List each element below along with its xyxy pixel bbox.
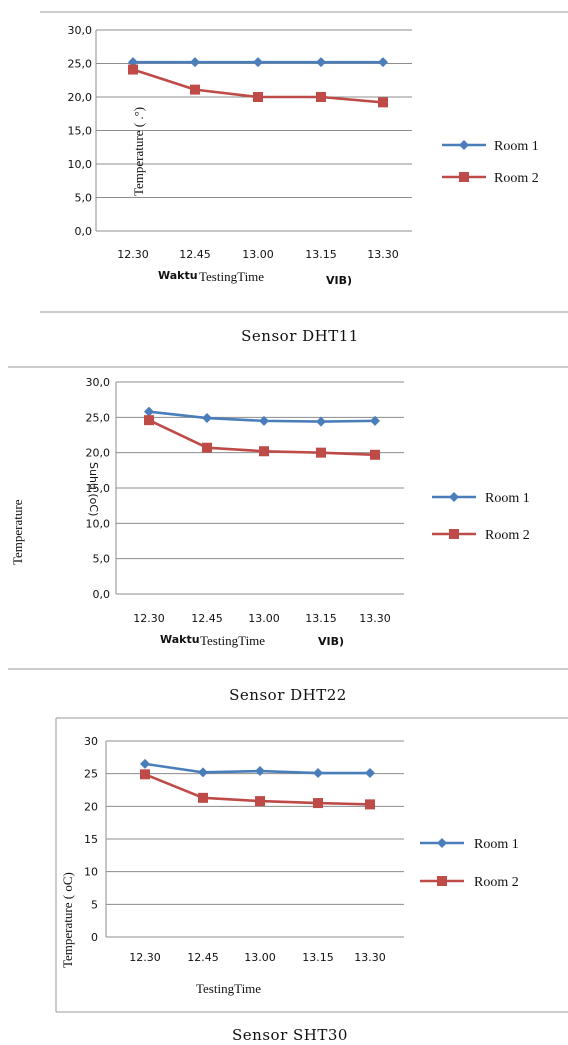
series-point-2 [259,446,269,457]
legend-marker [449,492,459,502]
legend-marker [449,529,459,539]
series-point-2 [253,92,263,102]
x-tick-label: 13.00 [248,612,280,625]
y-tick-label: 25,0 [86,411,111,424]
series-point-2 [140,769,150,780]
x-tick-label: 13.30 [354,951,386,964]
series-point-1 [316,416,326,427]
legend-label: Room 2 [474,875,519,890]
chart-sht30: 0 5 10 15 20 25 30 12.30 12.45 13.00 13.15 13.30 Roo… [55,717,568,1044]
series-point-1 [316,57,326,68]
x-axis-suffix: VIB) [326,274,352,287]
x-tick-label: 13.30 [359,612,391,625]
legend-marker [459,172,469,182]
series-point-1 [370,415,380,426]
legend-marker [459,140,469,150]
series-point-1 [190,57,200,68]
chart-title: Sensor DHT11 [241,327,359,345]
chart-dht22: 0,0 5,0 10,0 15,0 20,0 25,0 30,0 12.30 12.45 13.0… [8,366,568,704]
y-tick-label: 25 [84,768,98,781]
y-tick-label: 20,0 [68,91,93,104]
y-tick-label: 10,0 [68,158,93,171]
y-axis-title: Temperature ( oC) [60,872,75,968]
legend-marker [437,838,447,848]
series-point-1 [140,758,150,769]
x-tick-label: 12.30 [129,951,161,964]
x-axis-title: TestingTime [199,269,264,284]
series-point-2 [202,442,212,453]
series-point-1 [378,57,388,68]
y-axis-title: Temperature ( .°) [131,107,146,196]
x-tick-label: 12.30 [117,248,149,261]
chart-dht11: 0,0 5,0 10,0 15,0 20,0 25,0 30,0 12.30 12.45 13.0… [40,11,568,345]
x-axis-prefix: Waktu [158,269,198,282]
series-point-2 [365,799,375,810]
series-point-1 [202,413,212,424]
y-tick-label: 20,0 [86,447,111,460]
y-tick-label: 10 [84,866,98,879]
y-tick-label: 20 [84,800,98,813]
plot-area: 0,0 5,0 10,0 15,0 20,0 25,0 30,0 12.30 12.45 13.0… [68,24,539,261]
x-axis-suffix: VIB) [318,635,344,648]
x-tick-label: 12.30 [133,612,165,625]
x-tick-label: 13.15 [302,951,334,964]
series-point-1 [259,415,269,426]
y-axis-title-secondary: Suhu (oC) [87,462,100,516]
series-point-2 [378,97,388,108]
series-point-2 [198,792,208,803]
y-tick-label: 25,0 [68,58,93,71]
series-point-2 [316,92,326,102]
series-point-2 [316,447,326,458]
x-tick-label: 12.45 [179,248,211,261]
y-tick-label: 30,0 [86,376,111,389]
x-tick-label: 12.45 [191,612,223,625]
series-point-2 [190,84,200,95]
y-tick-label: 5 [91,898,98,911]
legend-label: Room 2 [485,528,530,543]
x-axis-title: TestingTime [196,981,261,996]
plot-area: 0,0 5,0 10,0 15,0 20,0 25,0 30,0 12.30 12.45 13.0… [86,376,530,625]
y-tick-label: 10,0 [86,517,111,530]
x-tick-label: 13.30 [367,248,399,261]
series-point-1 [253,57,263,68]
legend-label: Room 1 [485,491,530,506]
series-point-2 [255,796,265,807]
legend-marker [437,876,447,886]
plot-area: 0 5 10 15 20 25 30 12.30 12.45 13.00 13.15 13.30 Roo… [84,735,519,964]
y-tick-label: 15 [84,833,98,846]
series-point-2 [144,415,154,426]
series-point-1 [128,57,138,68]
series-point-2 [313,798,323,809]
x-tick-label: 13.15 [305,248,337,261]
y-tick-label: 0 [91,931,98,944]
legend-label: Room 1 [474,837,519,852]
series-point-1 [198,767,208,778]
x-tick-label: 13.15 [305,612,337,625]
x-tick-label: 12.45 [187,951,219,964]
y-tick-label: 5,0 [93,553,111,566]
legend-label: Room 2 [494,171,539,186]
y-tick-label: 0,0 [93,588,111,601]
x-tick-label: 13.00 [242,248,274,261]
series-point-2 [128,64,138,75]
series-point-1 [255,766,265,777]
series-point-1 [313,768,323,779]
y-tick-label: 15,0 [86,482,111,495]
series-point-1 [144,406,154,417]
series-point-1 [365,768,375,779]
y-tick-label: 0,0 [75,225,93,238]
y-tick-label: 30,0 [68,24,93,37]
x-axis-prefix: Waktu [160,633,200,646]
y-tick-label: 30 [84,735,98,748]
chart-title: Sensor SHT30 [232,1026,348,1044]
y-axis-title: Temperature [10,499,25,565]
legend-label: Room 1 [494,139,539,154]
y-tick-label: 5,0 [75,192,93,205]
x-axis-title: TestingTime [200,633,265,648]
x-tick-label: 13.00 [244,951,276,964]
series-point-2 [370,449,380,460]
chart-title: Sensor DHT22 [229,686,347,704]
y-tick-label: 15,0 [68,125,93,138]
